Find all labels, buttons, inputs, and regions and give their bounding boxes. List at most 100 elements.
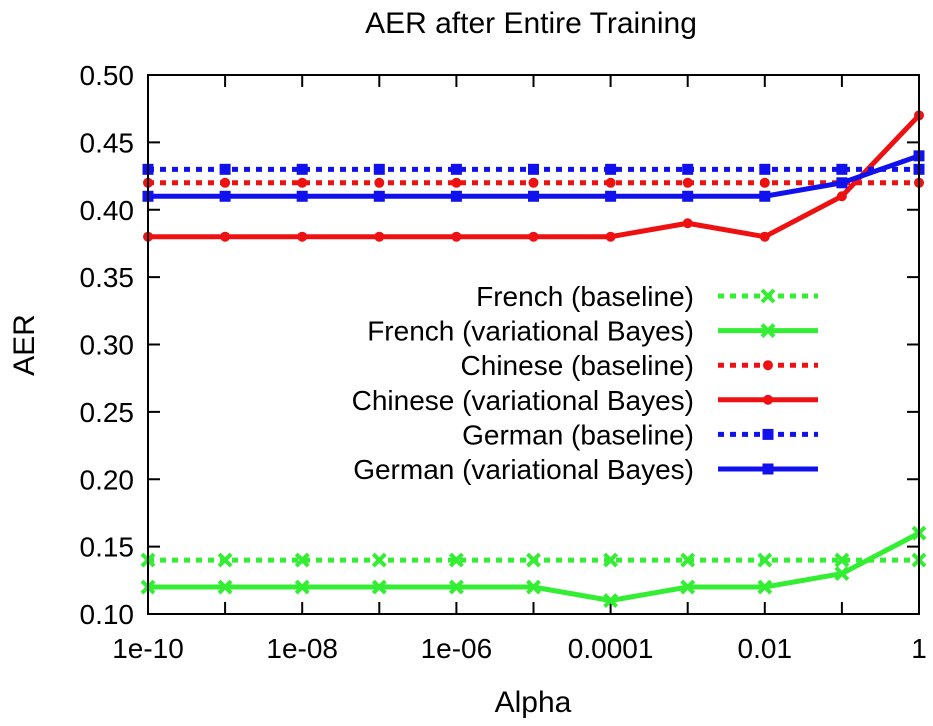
- x-tick-label: 1e-10: [112, 633, 184, 664]
- legend-label: Chinese (baseline): [461, 350, 694, 381]
- data-point-x-marker: [834, 566, 850, 581]
- data-point-x-marker: [760, 323, 776, 339]
- data-point-x-marker: [760, 288, 776, 304]
- series-layer: [140, 110, 927, 608]
- series-line: [148, 530, 921, 604]
- x-tick-label: 1: [911, 633, 927, 664]
- series-french-baseline: [140, 552, 927, 568]
- data-point-circle-marker: [374, 177, 385, 188]
- data-point-circle-marker: [297, 231, 308, 242]
- data-point-circle-marker: [451, 231, 462, 242]
- x-tick-label: 1e-08: [266, 633, 338, 664]
- series-line: [148, 153, 920, 199]
- legend-label: German (baseline): [462, 419, 694, 450]
- data-point-circle-marker: [763, 360, 773, 371]
- data-point-circle-marker: [220, 231, 231, 242]
- y-tick-label: 0.45: [80, 127, 135, 158]
- legend: French (baseline) French (variational Bay…: [352, 281, 818, 485]
- data-point-x-marker: [757, 552, 773, 568]
- data-point-circle-marker: [759, 177, 770, 188]
- data-point-circle-marker: [682, 177, 693, 188]
- data-point-square-marker: [682, 190, 694, 202]
- data-point-circle-marker: [528, 177, 539, 188]
- legend-entry: Chinese (variational Bayes): [352, 385, 818, 416]
- data-point-x-marker: [603, 552, 619, 568]
- y-tick-label: 0.25: [80, 397, 135, 428]
- series-line: [148, 113, 921, 240]
- data-point-circle-marker: [528, 231, 539, 242]
- data-point-x-marker: [294, 552, 310, 568]
- series-german-variational-bayes: [142, 150, 925, 202]
- y-tick-label: 0.35: [80, 262, 135, 293]
- series-german-baseline: [142, 163, 925, 175]
- data-point-square-marker: [373, 163, 385, 175]
- data-point-x-marker: [371, 552, 387, 568]
- data-point-x-marker: [680, 579, 696, 595]
- data-point-circle-marker: [836, 191, 847, 202]
- data-point-circle-marker: [759, 231, 770, 242]
- data-point-square-marker: [219, 190, 231, 202]
- y-tick-label: 0.30: [80, 330, 135, 361]
- legend-entry: French (variational Bayes): [367, 316, 818, 347]
- x-tick-label: 1e-06: [421, 633, 493, 664]
- y-tick-label: 0.20: [80, 464, 135, 495]
- data-point-square-marker: [296, 163, 308, 175]
- data-point-square-marker: [605, 190, 617, 202]
- y-tick-label: 0.40: [80, 195, 135, 226]
- legend-entry: French (baseline): [476, 281, 818, 312]
- data-point-square-marker: [605, 163, 617, 175]
- data-point-x-marker: [217, 579, 233, 595]
- y-axis-title: AER: [8, 314, 41, 376]
- x-tick-label: 0.0001: [568, 633, 654, 664]
- data-point-square-marker: [450, 190, 462, 202]
- data-point-square-marker: [528, 163, 539, 175]
- data-point-circle-marker: [220, 177, 231, 188]
- chart-title: AER after Entire Training: [365, 7, 697, 40]
- data-point-x-marker: [680, 552, 696, 568]
- data-point-x-marker: [526, 579, 541, 595]
- data-point-circle-marker: [297, 177, 308, 188]
- data-point-square-marker: [296, 190, 308, 202]
- y-tick-label: 0.50: [80, 60, 135, 91]
- data-point-x-marker: [371, 579, 387, 595]
- series-chinese-variational-bayes: [143, 110, 924, 242]
- data-point-square-marker: [373, 190, 385, 202]
- data-point-square-marker: [836, 163, 848, 175]
- x-axis-title: Alpha: [495, 686, 572, 719]
- data-point-x-marker: [834, 552, 850, 568]
- data-point-circle-marker: [763, 394, 773, 405]
- legend-label: French (baseline): [476, 281, 694, 312]
- data-point-x-marker: [603, 593, 619, 608]
- data-point-circle-marker: [682, 218, 693, 229]
- legend-entry: German (variational Bayes): [353, 454, 818, 485]
- data-point-x-marker: [448, 579, 464, 595]
- y-tick-label: 0.15: [80, 532, 135, 563]
- data-point-circle-marker: [605, 231, 616, 242]
- legend-entry: Chinese (baseline): [461, 350, 818, 381]
- data-point-x-marker: [526, 552, 541, 568]
- data-point-x-marker: [448, 552, 464, 568]
- y-tick-label: 0.10: [80, 599, 135, 630]
- data-point-square-marker: [219, 163, 231, 175]
- legend-label: French (variational Bayes): [367, 316, 694, 347]
- legend-label: Chinese (variational Bayes): [352, 385, 694, 416]
- data-point-square-marker: [762, 463, 774, 475]
- data-point-square-marker: [762, 428, 774, 440]
- x-tick-label: 0.01: [738, 633, 793, 664]
- data-point-square-marker: [759, 163, 771, 175]
- series-chinese-baseline: [143, 177, 924, 188]
- axis-tick-labels: 0.10 0.15 0.20 0.25 0.30 0.35 0.40 0.45 0.50 1e-1…: [80, 60, 927, 664]
- data-point-square-marker: [528, 190, 539, 202]
- data-point-x-marker: [757, 579, 773, 595]
- data-point-x-marker: [217, 552, 233, 568]
- series-french-variational-bayes: [140, 525, 927, 608]
- data-point-square-marker: [450, 163, 462, 175]
- legend-entry: German (baseline): [462, 419, 818, 450]
- plot-frame: [147, 74, 920, 615]
- data-point-circle-marker: [605, 177, 616, 188]
- data-point-square-marker: [682, 163, 694, 175]
- legend-label: German (variational Bayes): [353, 454, 694, 485]
- data-point-circle-marker: [451, 177, 462, 188]
- data-point-x-marker: [294, 579, 310, 595]
